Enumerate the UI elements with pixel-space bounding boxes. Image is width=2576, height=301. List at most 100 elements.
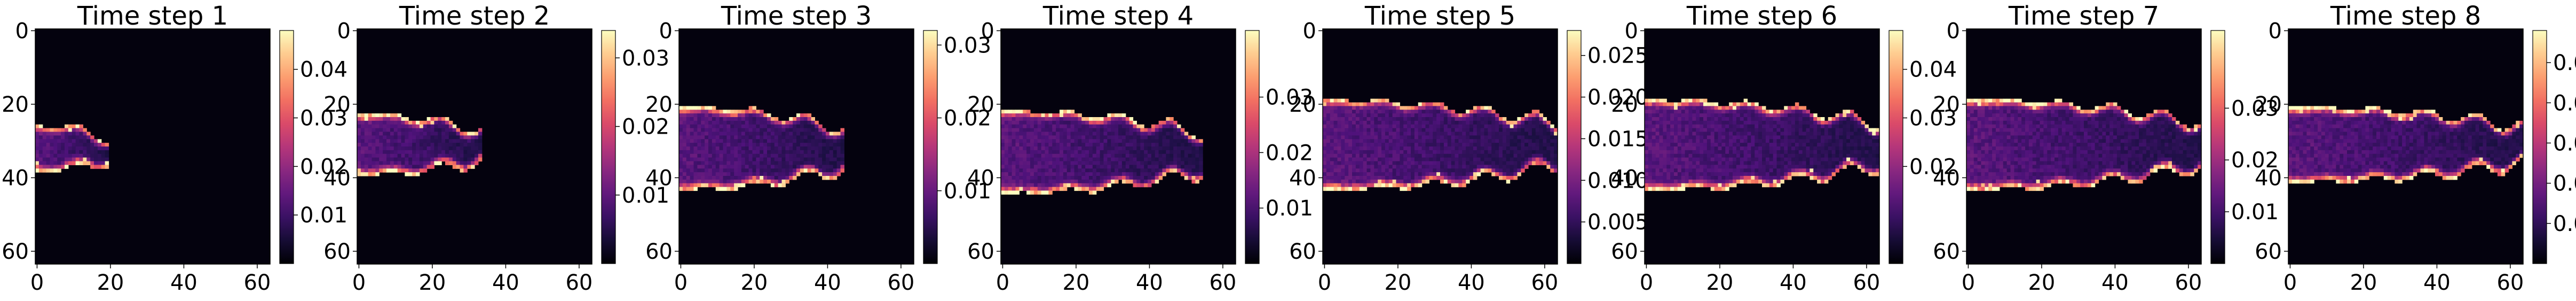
heatmap-cell bbox=[774, 139, 779, 143]
heatmap-cell bbox=[1078, 176, 1082, 180]
heatmap-cell bbox=[68, 157, 73, 162]
heatmap-cell bbox=[478, 132, 483, 136]
heatmap-cell bbox=[1663, 161, 1667, 165]
heatmap-cell bbox=[752, 124, 756, 129]
heatmap-cell bbox=[1821, 128, 1825, 133]
heatmap-cell bbox=[1085, 128, 1089, 133]
heatmap-cell bbox=[708, 179, 713, 184]
heatmap-cell bbox=[1806, 120, 1810, 125]
heatmap-cell bbox=[1776, 153, 1781, 158]
heatmap-cell bbox=[679, 113, 683, 118]
heatmap-cell bbox=[1004, 117, 1009, 121]
heatmap-cell bbox=[1839, 157, 1843, 162]
heatmap-cell bbox=[426, 143, 431, 147]
heatmap-cell bbox=[1381, 172, 1386, 176]
heatmap-cell bbox=[1378, 128, 1382, 133]
heatmap-cell bbox=[793, 157, 797, 162]
heatmap-cell bbox=[416, 135, 420, 140]
heatmap-cell bbox=[1721, 132, 1726, 136]
heatmap-cell bbox=[397, 146, 402, 151]
heatmap-cell bbox=[1414, 172, 1419, 176]
heatmap-cell bbox=[789, 124, 793, 129]
heatmap-cell bbox=[1780, 157, 1784, 162]
heatmap-cell bbox=[1400, 168, 1404, 173]
heatmap-cell bbox=[1041, 139, 1046, 143]
heatmap-cell bbox=[1828, 146, 1832, 151]
heatmap-cell bbox=[1133, 176, 1137, 180]
heatmap-cell bbox=[79, 143, 83, 147]
heatmap-cell bbox=[1363, 157, 1368, 162]
heatmap-cell bbox=[1429, 168, 1433, 173]
heatmap-cell bbox=[1392, 128, 1397, 133]
heatmap-cell bbox=[408, 157, 413, 162]
heatmap-cell bbox=[1703, 146, 1708, 151]
heatmap-cell bbox=[445, 157, 449, 162]
heatmap-cell bbox=[1469, 135, 1474, 140]
heatmap-cell bbox=[829, 176, 834, 180]
heatmap-cell bbox=[1370, 165, 1374, 169]
heatmap-cell bbox=[1809, 128, 1814, 133]
heatmap-cell bbox=[1714, 143, 1719, 147]
heatmap-cell bbox=[1729, 102, 1733, 106]
heatmap-cell bbox=[1645, 146, 1649, 151]
heatmap-cell bbox=[1806, 110, 1810, 114]
colorbar-tick-label: 0.03 bbox=[944, 33, 991, 58]
heatmap-cell bbox=[90, 165, 94, 169]
heatmap-cell bbox=[1352, 153, 1356, 158]
heatmap-cell bbox=[1868, 157, 1872, 162]
heatmap-cell bbox=[1348, 168, 1353, 173]
heatmap-cell bbox=[1166, 135, 1170, 140]
heatmap-cell bbox=[1666, 132, 1671, 136]
heatmap-cell bbox=[763, 120, 768, 125]
heatmap-cell bbox=[1400, 120, 1404, 125]
heatmap-cell bbox=[1798, 120, 1803, 125]
heatmap-cell bbox=[1743, 150, 1748, 155]
heatmap-cell bbox=[1798, 113, 1803, 118]
y-tick-label: 60 bbox=[323, 240, 351, 264]
heatmap-cell bbox=[818, 165, 823, 169]
heatmap-cell bbox=[1677, 135, 1682, 140]
heatmap-cell bbox=[1195, 139, 1199, 143]
heatmap-cell bbox=[1381, 120, 1386, 125]
heatmap-cell bbox=[1048, 135, 1053, 140]
heatmap-cell bbox=[1352, 106, 1356, 110]
heatmap-cell bbox=[745, 135, 749, 140]
heatmap-cell bbox=[423, 146, 428, 151]
heatmap-cell bbox=[1692, 146, 1696, 151]
heatmap-cell bbox=[372, 150, 376, 155]
heatmap-cell bbox=[1528, 161, 1532, 165]
heatmap-cell bbox=[1652, 117, 1656, 121]
heatmap-cell bbox=[35, 146, 39, 151]
heatmap-cell bbox=[1688, 98, 1693, 103]
heatmap-cell bbox=[719, 132, 724, 136]
heatmap-cell bbox=[1666, 157, 1671, 162]
heatmap-cell bbox=[734, 110, 738, 114]
heatmap-cell bbox=[679, 128, 683, 133]
heatmap-cell bbox=[383, 165, 387, 169]
heatmap-cell bbox=[1466, 124, 1470, 129]
heatmap-cell bbox=[1502, 117, 1507, 121]
heatmap-cell bbox=[1758, 146, 1763, 151]
heatmap-cell bbox=[1447, 139, 1452, 143]
heatmap-cell bbox=[50, 143, 54, 147]
heatmap-cell bbox=[1440, 128, 1444, 133]
heatmap-cell bbox=[405, 120, 409, 125]
heatmap-cell bbox=[1015, 190, 1020, 195]
y-tick-label: 40 bbox=[645, 166, 673, 190]
heatmap-cell bbox=[1396, 132, 1400, 136]
heatmap-cell bbox=[1447, 143, 1452, 147]
heatmap-cell bbox=[763, 153, 768, 158]
heatmap-cell bbox=[1363, 150, 1368, 155]
heatmap-cell bbox=[1004, 187, 1009, 191]
heatmap-cell bbox=[1070, 139, 1075, 143]
heatmap-cell bbox=[785, 132, 789, 136]
heatmap-cell bbox=[690, 124, 694, 129]
heatmap-cell bbox=[1652, 102, 1656, 106]
heatmap-cell bbox=[1776, 146, 1781, 151]
heatmap-cell bbox=[1773, 124, 1777, 129]
heatmap-cell bbox=[748, 132, 753, 136]
heatmap-cell bbox=[1144, 165, 1148, 169]
heatmap-cell bbox=[426, 146, 431, 151]
heatmap-cell bbox=[1363, 117, 1368, 121]
heatmap-cell bbox=[1341, 146, 1345, 151]
